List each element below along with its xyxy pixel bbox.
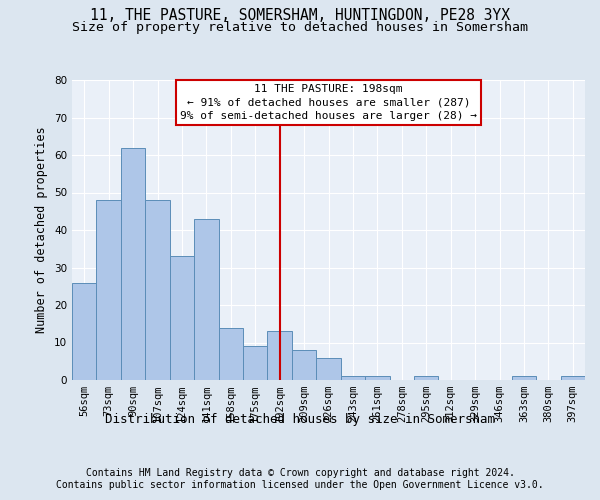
Bar <box>316 358 341 380</box>
Bar <box>170 256 194 380</box>
Text: Distribution of detached houses by size in Somersham: Distribution of detached houses by size … <box>105 412 495 426</box>
Bar <box>292 350 316 380</box>
Bar <box>365 376 389 380</box>
Bar <box>414 376 439 380</box>
Bar <box>194 219 218 380</box>
Bar <box>121 148 145 380</box>
Bar <box>512 376 536 380</box>
Bar <box>145 200 170 380</box>
Y-axis label: Number of detached properties: Number of detached properties <box>35 126 49 334</box>
Text: Size of property relative to detached houses in Somersham: Size of property relative to detached ho… <box>72 21 528 34</box>
Bar <box>97 200 121 380</box>
Bar <box>218 328 243 380</box>
Bar <box>341 376 365 380</box>
Bar <box>243 346 268 380</box>
Bar <box>268 331 292 380</box>
Bar <box>72 282 97 380</box>
Bar <box>560 376 585 380</box>
Text: 11 THE PASTURE: 198sqm
← 91% of detached houses are smaller (287)
9% of semi-det: 11 THE PASTURE: 198sqm ← 91% of detached… <box>180 84 477 121</box>
Text: Contains public sector information licensed under the Open Government Licence v3: Contains public sector information licen… <box>56 480 544 490</box>
Text: 11, THE PASTURE, SOMERSHAM, HUNTINGDON, PE28 3YX: 11, THE PASTURE, SOMERSHAM, HUNTINGDON, … <box>90 8 510 22</box>
Text: Contains HM Land Registry data © Crown copyright and database right 2024.: Contains HM Land Registry data © Crown c… <box>86 468 514 477</box>
